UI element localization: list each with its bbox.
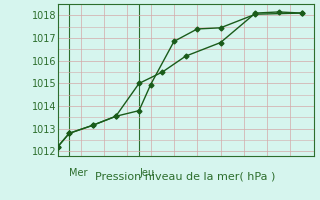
X-axis label: Pression niveau de la mer( hPa ): Pression niveau de la mer( hPa ) (95, 172, 276, 182)
Text: Mer: Mer (69, 168, 88, 178)
Text: Jeu: Jeu (139, 168, 154, 178)
